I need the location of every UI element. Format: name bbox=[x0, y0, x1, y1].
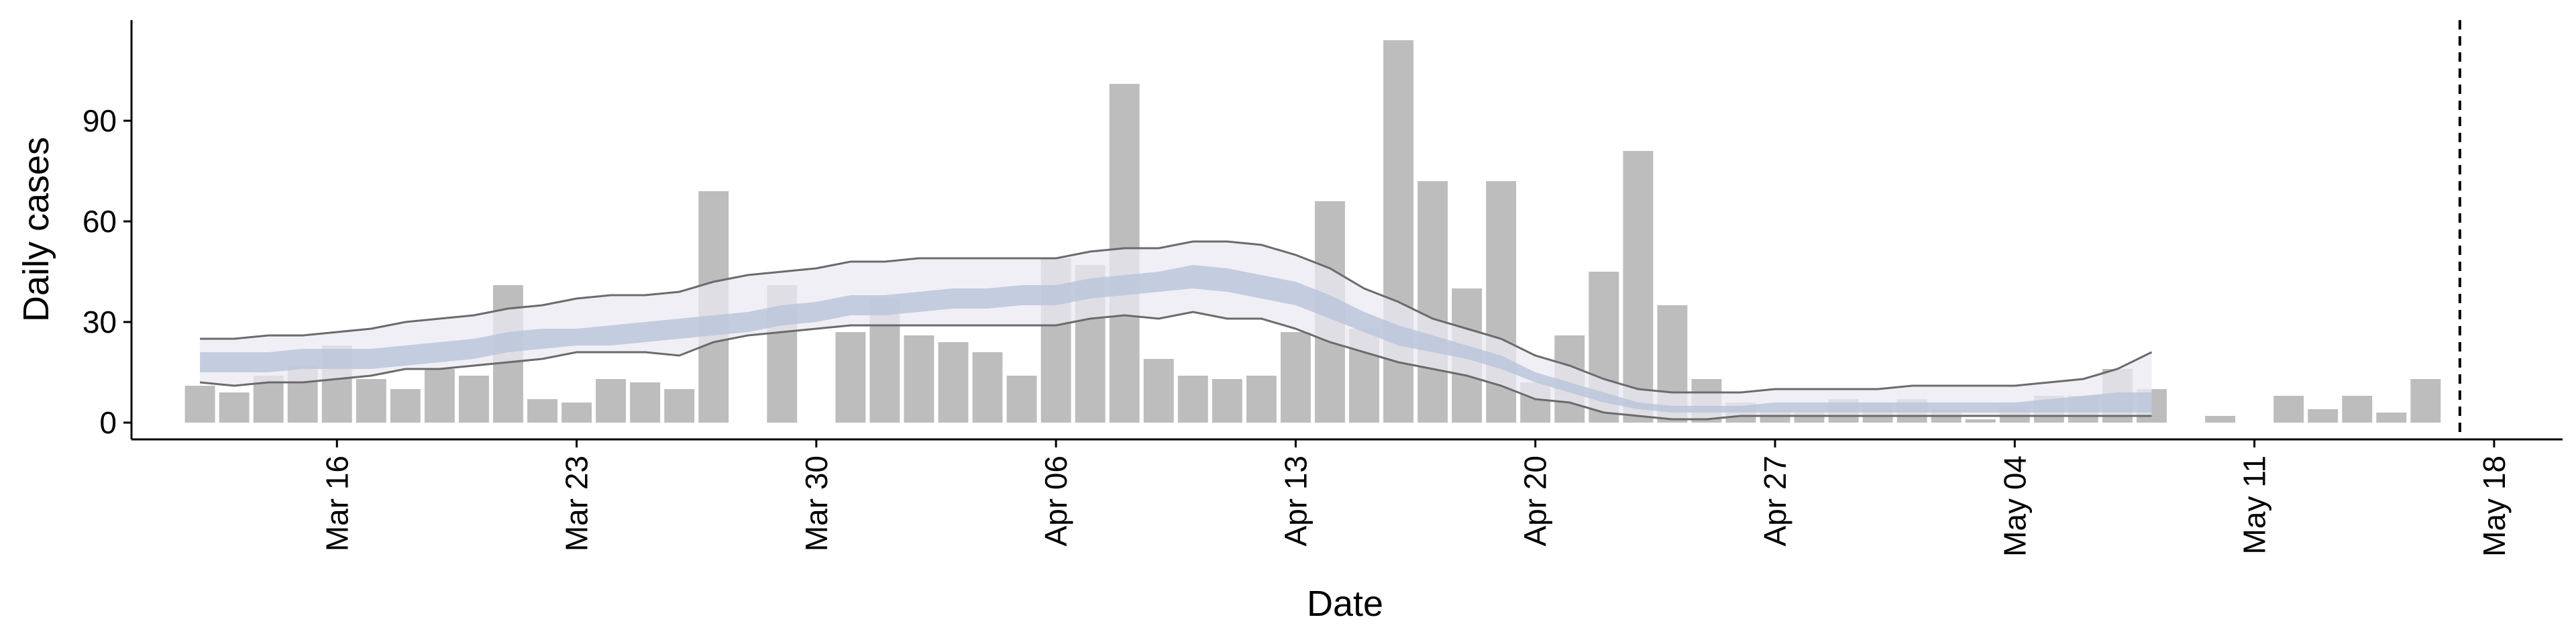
bar bbox=[2273, 396, 2304, 423]
bar bbox=[1623, 151, 1654, 423]
x-tick-label: Mar 23 bbox=[559, 455, 594, 551]
x-tick-label: Mar 30 bbox=[799, 455, 834, 551]
y-tick-label: 30 bbox=[83, 305, 117, 339]
band-50 bbox=[200, 265, 2152, 413]
y-tick-label: 90 bbox=[83, 103, 117, 138]
y-tick-label: 60 bbox=[83, 204, 117, 239]
bar bbox=[561, 402, 592, 423]
x-tick-label: Mar 16 bbox=[319, 455, 354, 551]
bar bbox=[835, 332, 866, 423]
x-tick-label: Apr 13 bbox=[1278, 455, 1313, 547]
bar bbox=[972, 352, 1003, 423]
bar bbox=[664, 389, 695, 423]
bar bbox=[938, 342, 969, 423]
bar bbox=[458, 376, 489, 423]
bar bbox=[1246, 376, 1277, 423]
lower-90-line bbox=[199, 311, 2152, 421]
axes bbox=[130, 20, 2563, 441]
bar bbox=[356, 379, 386, 423]
bar bbox=[630, 382, 661, 423]
bar bbox=[1212, 379, 1242, 423]
y-ticks: 0 30 60 90 bbox=[83, 103, 131, 440]
x-tick-label: Apr 20 bbox=[1518, 455, 1553, 547]
bar bbox=[424, 369, 455, 423]
y-axis-title: Daily cases bbox=[16, 137, 56, 322]
y-tick-label: 0 bbox=[99, 405, 117, 440]
bar bbox=[1177, 376, 1208, 423]
bars bbox=[184, 40, 2441, 423]
upper-90-line bbox=[200, 240, 2153, 394]
bar bbox=[2205, 416, 2236, 423]
bar bbox=[1417, 181, 1448, 423]
x-tick-label: May 11 bbox=[2237, 455, 2272, 554]
x-tick-label: May 18 bbox=[2477, 455, 2512, 557]
interval-lines bbox=[199, 240, 2153, 421]
band-90 bbox=[200, 241, 2152, 419]
bar bbox=[1143, 359, 1174, 423]
bar bbox=[904, 335, 934, 423]
bar bbox=[1006, 376, 1037, 423]
x-axis-title: Date bbox=[1307, 584, 1383, 624]
bar bbox=[527, 399, 557, 423]
bar bbox=[2342, 396, 2373, 423]
bar bbox=[596, 379, 627, 423]
x-tick-label: Apr 27 bbox=[1758, 455, 1792, 547]
bar bbox=[1280, 332, 1311, 423]
bar bbox=[2308, 409, 2339, 423]
ribbon-bands bbox=[200, 241, 2152, 419]
x-tick-label: May 04 bbox=[1997, 455, 2032, 557]
bar bbox=[219, 392, 250, 423]
bar bbox=[1965, 419, 1996, 423]
x-tick-label: Apr 06 bbox=[1038, 455, 1073, 547]
x-ticks: Mar 16 Mar 23 Mar 30 Apr 06 Apr 13 Apr 20 Apr … bbox=[319, 439, 2512, 557]
bar bbox=[2376, 413, 2407, 423]
bar bbox=[2410, 379, 2441, 423]
bar bbox=[184, 386, 215, 423]
bar bbox=[390, 389, 421, 423]
